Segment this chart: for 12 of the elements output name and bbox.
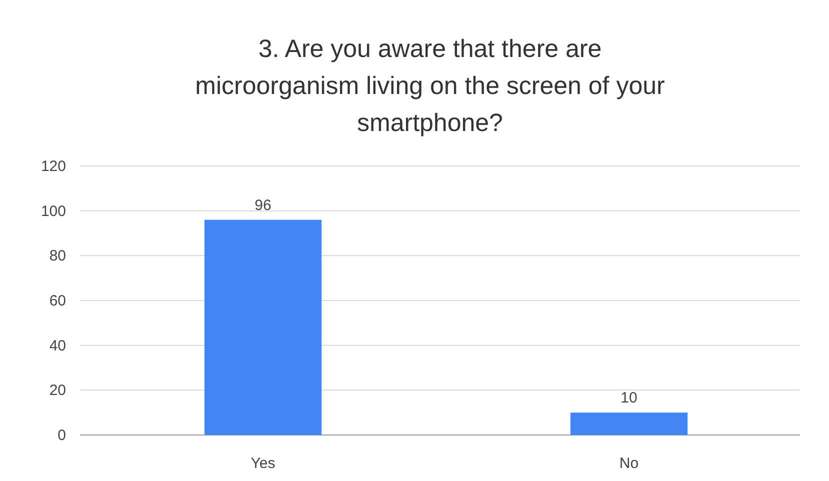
- y-tick-label: 40: [49, 337, 66, 354]
- data-label: 96: [254, 196, 272, 214]
- y-tick-label: 0: [58, 427, 66, 444]
- y-tick-label: 100: [40, 202, 66, 220]
- x-tick-label: Yes: [250, 455, 276, 472]
- y-tick-label: 120: [40, 158, 66, 175]
- x-tick-label: No: [619, 455, 639, 472]
- y-tick-label: 20: [49, 382, 66, 400]
- chart-title: 3. Are you aware that there are microorganism living on the screen of your smartphone?: [195, 35, 665, 137]
- data-label: 10: [620, 390, 638, 407]
- y-tick-label: 80: [49, 248, 66, 265]
- y-tick-label: 60: [49, 292, 66, 310]
